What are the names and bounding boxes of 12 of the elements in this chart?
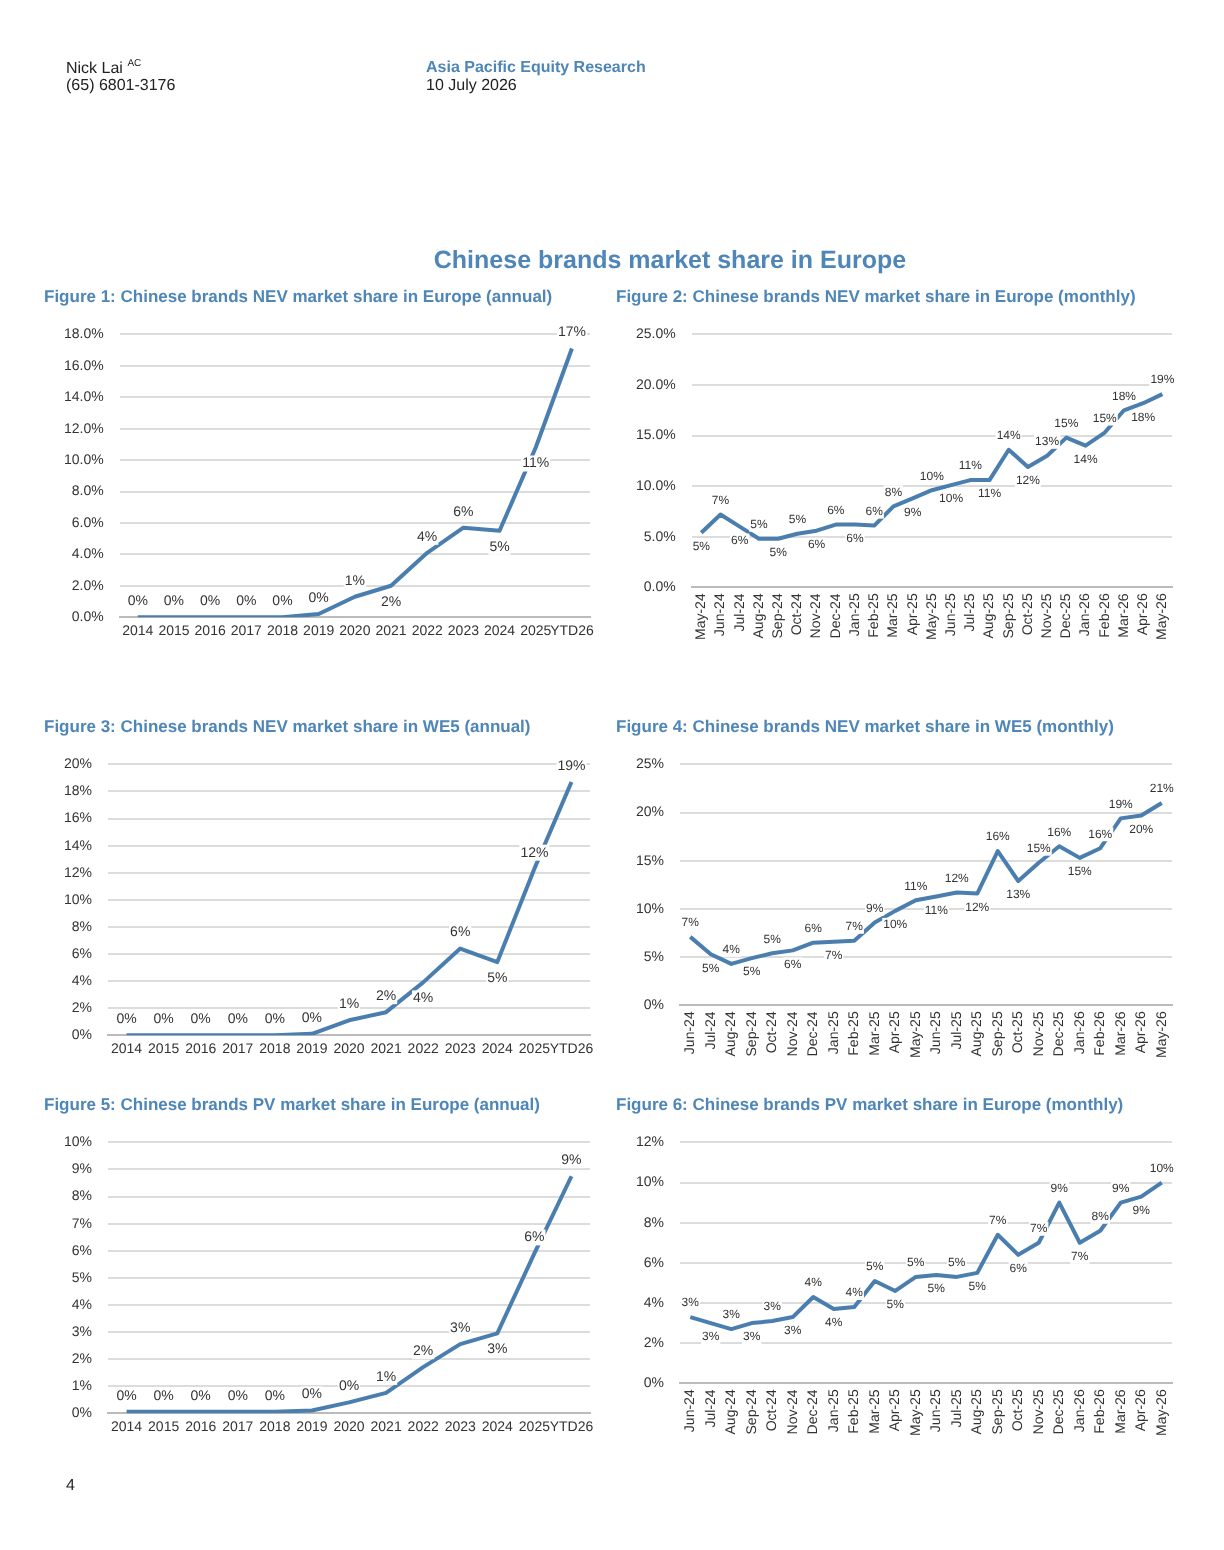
text: (65) 6801-3176 <box>66 76 176 96</box>
text: Asia Pacific Equity Research <box>426 58 646 78</box>
chart-title: Figure 2: Chinese brands NEV market share in Europe (monthly) <box>616 286 1138 310</box>
chart-title: Figure 4: Chinese brands NEV market share in WE5 (monthly) <box>616 716 1116 740</box>
chart-title: Figure 5: Chinese brands PV market share in Europe (annual) <box>44 1094 542 1118</box>
text: 10 July 2026 <box>426 76 517 96</box>
text: 4 <box>66 1476 75 1496</box>
text: Chinese brands market share in Europe <box>431 246 909 276</box>
chart-title: Figure 6: Chinese brands PV market share in Europe (monthly) <box>616 1094 1126 1118</box>
chart-title: Figure 3: Chinese brands NEV market share in WE5 (annual) <box>44 716 533 740</box>
text: Nick Lai $^{AC}$ <box>66 58 142 78</box>
chart-title: Figure 1: Chinese brands NEV market share in Europe (annual) <box>44 286 555 310</box>
